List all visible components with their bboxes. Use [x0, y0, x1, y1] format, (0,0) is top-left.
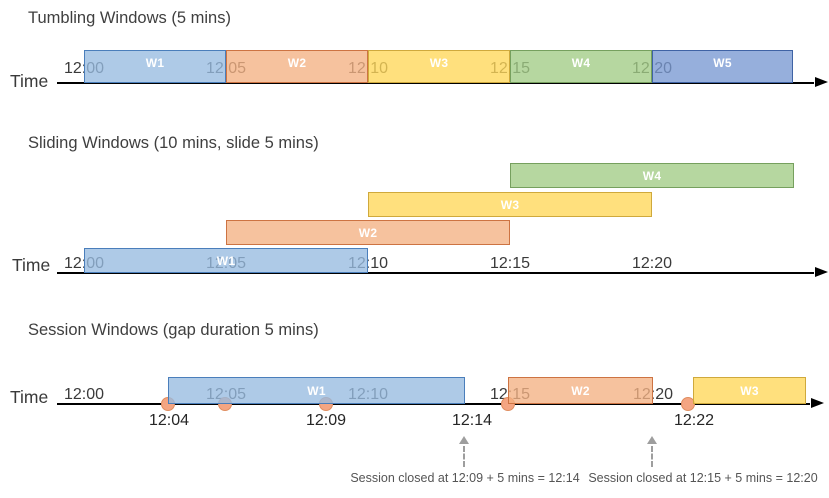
- timeline-axis: [57, 82, 814, 84]
- window-bar-label: W1: [145, 56, 165, 70]
- tumbling-time-axis-label: Time: [10, 71, 49, 91]
- window-bar-label: W3: [429, 56, 449, 70]
- window-bar-label: W4: [642, 168, 662, 183]
- timeline-arrowhead-icon: [811, 398, 824, 408]
- event-time-label: 12:09: [305, 412, 347, 429]
- time-tick-label: 12:15: [489, 255, 531, 272]
- timeline-arrowhead-icon: [815, 77, 828, 87]
- time-tick-label: 12:00: [63, 386, 105, 403]
- window-bar-w3: W3: [368, 50, 510, 83]
- window-bar-label: W3: [740, 383, 759, 398]
- window-bar-w3: W3: [693, 377, 806, 404]
- window-bar-label: W2: [287, 56, 307, 70]
- tumbling-section-title: Tumbling Windows (5 mins): [28, 9, 231, 27]
- event-time-label: 12:22: [673, 412, 715, 429]
- sliding-time-axis-label: Time: [12, 255, 51, 275]
- window-bar-w1: W1: [84, 248, 368, 273]
- window-bar-w4: W4: [510, 50, 652, 83]
- window-bar-w3: W3: [368, 192, 652, 217]
- callout-arrowhead-icon: [647, 436, 657, 444]
- window-bar-w1: W1: [84, 50, 226, 83]
- window-bar-label: W1: [216, 253, 236, 268]
- event-time-label: 12:04: [148, 412, 190, 429]
- event-dot-icon: [681, 397, 695, 411]
- window-bar-w2: W2: [508, 377, 653, 404]
- window-bar-label: W2: [571, 383, 590, 398]
- window-bar-w1: W1: [168, 377, 465, 404]
- callout-arrow-stem: [651, 446, 653, 467]
- timeline-arrowhead-icon: [815, 267, 828, 277]
- time-tick-label: 12:20: [631, 255, 673, 272]
- event-time-label: 12:14: [451, 412, 493, 429]
- timeline-axis: [57, 272, 814, 274]
- window-bar-w2: W2: [226, 220, 510, 245]
- window-bar-w5: W5: [652, 50, 793, 83]
- session-closed-annotation: Session closed at 12:09 + 5 mins = 12:14: [350, 471, 580, 485]
- window-bar-label: W2: [358, 225, 378, 240]
- callout-arrow-stem: [463, 446, 465, 467]
- session-time-axis-label: Time: [10, 387, 49, 407]
- window-bar-label: W1: [307, 383, 326, 398]
- window-bar-w2: W2: [226, 50, 368, 83]
- timeline-axis: [57, 403, 810, 405]
- sliding-section-title: Sliding Windows (10 mins, slide 5 mins): [28, 134, 319, 152]
- window-bar-w4: W4: [510, 163, 794, 188]
- window-bar-label: W4: [571, 56, 591, 70]
- window-bar-label: W5: [713, 56, 732, 70]
- window-bar-label: W3: [500, 197, 520, 212]
- session-section-title: Session Windows (gap duration 5 mins): [28, 321, 319, 339]
- callout-arrowhead-icon: [459, 436, 469, 444]
- session-closed-annotation: Session closed at 12:15 + 5 mins = 12:20: [588, 471, 818, 485]
